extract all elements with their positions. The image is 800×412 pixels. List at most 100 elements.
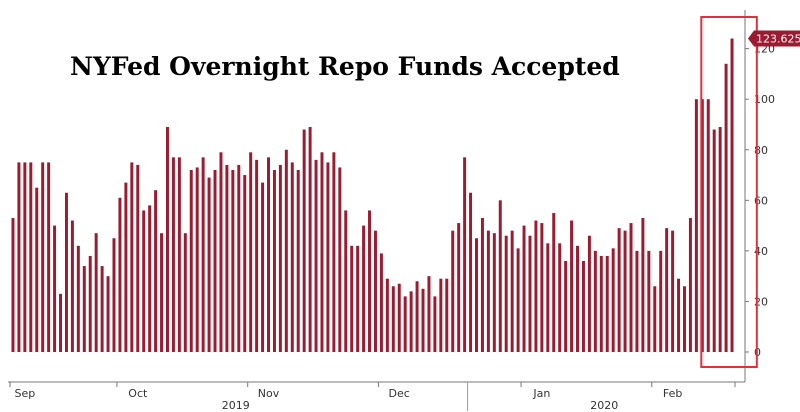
bar (623, 230, 627, 352)
bar (88, 255, 92, 352)
bar (683, 286, 686, 352)
bar (183, 233, 187, 352)
bar (445, 278, 449, 352)
bar (433, 296, 437, 352)
bar (130, 162, 134, 352)
bar (219, 152, 223, 352)
bar (587, 235, 591, 352)
x-tick-label: Dec (389, 387, 410, 400)
x-tick-label: Oct (128, 387, 148, 400)
bar (546, 243, 550, 352)
bar (564, 260, 568, 352)
bar (308, 127, 312, 352)
bar (142, 210, 146, 352)
bar (534, 220, 538, 352)
bar (160, 233, 164, 352)
bar (498, 200, 502, 352)
x-tick-label: Nov (258, 387, 280, 400)
bar (225, 164, 229, 352)
bar (671, 230, 675, 352)
bar (368, 210, 372, 352)
bar (177, 157, 181, 352)
bar (136, 164, 140, 352)
bar (100, 266, 104, 352)
bar (165, 127, 169, 352)
bar (724, 63, 728, 353)
bar (70, 220, 74, 352)
bar (457, 223, 461, 352)
bar (522, 225, 526, 352)
bar (653, 286, 657, 352)
bar (718, 127, 722, 352)
bar (730, 38, 734, 352)
bar (439, 278, 443, 352)
bar (302, 129, 306, 352)
bar (611, 248, 615, 352)
bar (409, 291, 413, 352)
bar (617, 228, 621, 352)
bar (570, 220, 574, 352)
bar (403, 296, 407, 352)
bar (599, 255, 603, 352)
bar (677, 278, 681, 352)
bar (278, 164, 282, 352)
x-tick-label: Sep (15, 387, 36, 400)
bar (475, 238, 478, 352)
bar (605, 255, 609, 352)
last-value-label: 123.625 (756, 33, 800, 46)
bar (373, 230, 377, 352)
bar (659, 250, 663, 352)
last-value-callout-shape (748, 30, 800, 47)
bar (326, 162, 330, 352)
bar (35, 187, 39, 352)
bar (290, 162, 294, 352)
bar (362, 225, 366, 352)
bar (469, 192, 473, 352)
bar (712, 129, 716, 352)
bar (385, 278, 389, 352)
bar (451, 230, 455, 352)
bar (700, 99, 704, 352)
bar (47, 162, 51, 352)
bar (480, 218, 484, 352)
bar (510, 230, 514, 352)
bar (272, 169, 276, 352)
bar (23, 162, 27, 352)
bar (528, 235, 532, 352)
bar (641, 218, 645, 352)
bar (516, 248, 520, 352)
bar (344, 210, 348, 352)
bar (486, 230, 490, 352)
bar (53, 225, 57, 352)
bar (552, 212, 556, 352)
bar (231, 169, 235, 352)
bar (255, 159, 259, 352)
bar (463, 157, 467, 352)
bar (415, 281, 419, 352)
bar (124, 182, 128, 352)
bar (41, 162, 45, 352)
bar (296, 169, 300, 352)
y-tick-label: 100 (754, 93, 775, 106)
bar (427, 276, 431, 352)
bar (635, 250, 639, 352)
bar (118, 197, 122, 352)
bar (320, 152, 324, 352)
bar (540, 223, 544, 352)
bar (421, 288, 425, 352)
bar (213, 169, 217, 352)
bar (195, 167, 199, 352)
bar (29, 162, 33, 352)
bar (338, 167, 342, 352)
bar (82, 266, 86, 352)
highlight-box (700, 16, 758, 368)
bars-group (11, 38, 734, 353)
bar (356, 245, 360, 352)
bar (207, 177, 211, 352)
bar (284, 149, 288, 352)
bar (314, 159, 318, 352)
bar (201, 157, 205, 352)
bar (11, 218, 15, 352)
bar (237, 164, 241, 352)
